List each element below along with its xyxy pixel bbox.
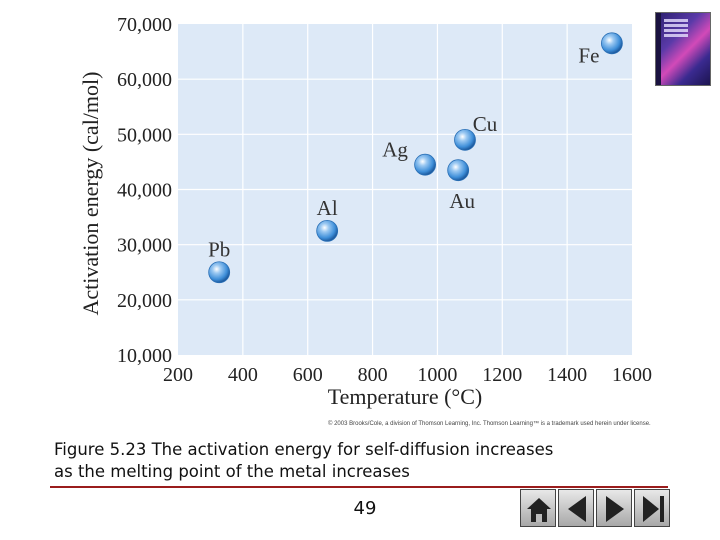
- arrow-right-icon: [606, 496, 624, 522]
- caption-line-2: as the melting point of the metal increa…: [54, 462, 410, 481]
- x-tick-label: 600: [293, 364, 323, 386]
- x-tick-label: 1400: [547, 364, 587, 386]
- x-tick-label: 1200: [482, 364, 522, 386]
- data-point-au: [447, 159, 470, 182]
- y-tick-label: 30,000: [117, 235, 172, 257]
- x-tick-label: 1000: [417, 364, 457, 386]
- data-point-cu: [454, 128, 476, 151]
- y-tick-label: 40,000: [117, 180, 172, 202]
- y-tick-label: 50,000: [117, 124, 172, 146]
- point-label-ag: Ag: [382, 138, 408, 162]
- textbook-cover-thumbnail: [655, 12, 711, 86]
- arrow-end-icon: [643, 496, 664, 522]
- point-label-pb: Pb: [208, 237, 230, 261]
- caption-line-1: Figure 5.23 The activation energy for se…: [54, 440, 554, 459]
- arrow-left-icon: [568, 496, 586, 522]
- y-tick-label: 60,000: [117, 69, 172, 91]
- end-button[interactable]: [634, 489, 670, 527]
- footer-rule: [50, 486, 668, 488]
- x-tick-label: 400: [228, 364, 258, 386]
- back-button[interactable]: [558, 489, 594, 527]
- y-tick-label: 10,000: [117, 345, 172, 367]
- data-point-al: [316, 219, 339, 242]
- scatter-chart: 200 400 600 800 1000 1200 1400 1600 10,000 20,000…: [78, 14, 652, 409]
- home-button[interactable]: [520, 489, 556, 527]
- point-label-au: Au: [449, 189, 475, 213]
- home-icon: [527, 498, 551, 522]
- point-label-cu: Cu: [473, 112, 498, 136]
- point-label-fe: Fe: [578, 43, 599, 67]
- y-tick-label: 20,000: [117, 290, 172, 312]
- x-axis-label: Temperature (°C): [328, 384, 482, 409]
- data-points: Pb Al Ag Au Cu Fe: [208, 32, 623, 284]
- point-label-al: Al: [317, 196, 338, 220]
- x-tick-label: 200: [163, 364, 193, 386]
- y-axis-label: Activation energy (cal/mol): [78, 72, 103, 316]
- tick-labels: 200 400 600 800 1000 1200 1400 1600 10,000 20,000…: [117, 14, 652, 386]
- page-number: 49: [353, 498, 377, 519]
- x-tick-label: 800: [358, 364, 388, 386]
- data-point-fe: [600, 32, 623, 55]
- forward-button[interactable]: [596, 489, 632, 527]
- x-tick-label: 1600: [612, 364, 652, 386]
- grid-lines: [178, 24, 632, 355]
- figure-caption: Figure 5.23 The activation energy for se…: [54, 439, 704, 483]
- copyright-notice: © 2003 Brooks/Cole, a division of Thomso…: [328, 421, 651, 427]
- y-tick-label: 70,000: [117, 14, 172, 36]
- data-point-pb: [208, 261, 231, 284]
- data-point-ag: [414, 153, 437, 176]
